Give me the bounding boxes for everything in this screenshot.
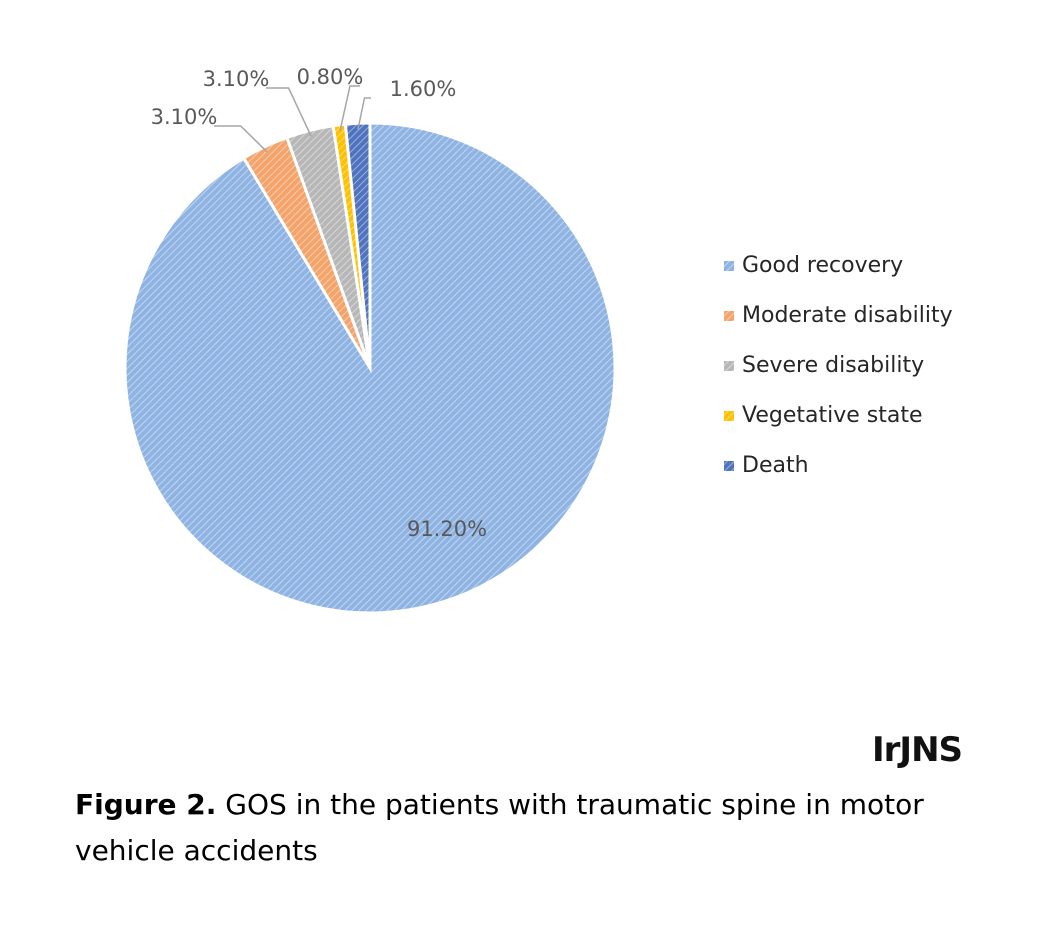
legend-swatch xyxy=(724,361,734,371)
leader-line xyxy=(357,97,371,130)
caption-text: GOS in the patients with traumatic spine… xyxy=(75,788,924,867)
leader-line xyxy=(266,87,312,137)
legend-swatch xyxy=(724,461,734,471)
legend-label: Moderate disability xyxy=(742,303,953,328)
data-label: 91.20% xyxy=(407,517,487,541)
legend-label: Severe disability xyxy=(742,353,924,378)
chart: 91.20% 3.10% 3.10% 0.80% 1.60% Good recovery M… xyxy=(123,65,953,615)
data-label: 1.60% xyxy=(390,77,457,101)
logo: IrJNS xyxy=(872,730,963,770)
leader-line xyxy=(214,125,268,153)
legend-swatch xyxy=(724,261,734,271)
legend-label: Death xyxy=(742,453,809,478)
legend-label: Good recovery xyxy=(742,253,903,278)
data-label: 3.10% xyxy=(151,105,218,129)
legend-label: Vegetative state xyxy=(742,403,923,428)
legend-swatch xyxy=(724,411,734,421)
pie-slice xyxy=(343,121,372,369)
caption: Figure 2. GOS in the patients with traum… xyxy=(75,782,1015,874)
data-label: 3.10% xyxy=(203,67,270,91)
leader-line xyxy=(339,85,360,132)
data-label: 0.80% xyxy=(297,65,364,89)
caption-label: Figure 2. xyxy=(75,788,217,821)
legend-swatch xyxy=(724,311,734,321)
